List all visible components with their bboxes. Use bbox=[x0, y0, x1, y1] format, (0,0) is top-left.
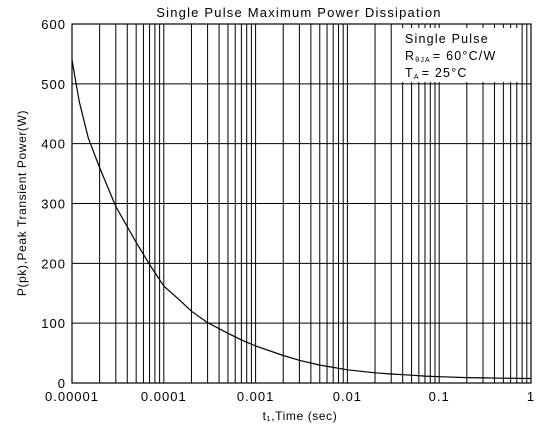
y-tick-label: 0 bbox=[58, 376, 66, 391]
annotation-line-2: RθJA = 60°C/W bbox=[405, 49, 496, 64]
series-line bbox=[71, 59, 532, 380]
x-tick-label: 0.00001 bbox=[45, 389, 99, 404]
x-axis-label: t₁,Time (sec) bbox=[263, 409, 338, 423]
annotation-line-3: TA = 25°C bbox=[405, 66, 468, 81]
series-group bbox=[71, 59, 532, 380]
chart-title: Single Pulse Maximum Power Dissipation bbox=[156, 5, 441, 20]
plot-frame bbox=[71, 23, 532, 384]
x-tick-labels: 0.00001 0.0001 0.001 0.01 0.1 1 bbox=[45, 389, 535, 404]
plot-border bbox=[71, 23, 532, 384]
y-tick-label: 600 bbox=[41, 17, 66, 32]
y-tick-label: 500 bbox=[41, 77, 66, 92]
annotation-line-1: Single Pulse bbox=[405, 32, 489, 46]
y-tick-label: 400 bbox=[41, 137, 66, 152]
x-tick-label: 0.0001 bbox=[141, 389, 187, 404]
y-tick-label: 100 bbox=[41, 316, 66, 331]
grid bbox=[71, 23, 531, 384]
x-tick-label: 0.01 bbox=[333, 389, 362, 404]
y-axis-label: P(pk),Peak Transient Power(W) bbox=[15, 110, 29, 296]
x-tick-label: 0.1 bbox=[429, 389, 450, 404]
y-tick-label: 300 bbox=[41, 197, 66, 212]
x-tick-label: 0.001 bbox=[237, 389, 275, 404]
y-tick-labels: 0 100 200 300 400 500 600 bbox=[41, 17, 66, 391]
x-tick-label: 1 bbox=[527, 389, 535, 404]
annotation-box: Single Pulse RθJA = 60°C/W TA = 25°C bbox=[401, 28, 520, 82]
y-tick-label: 200 bbox=[41, 256, 66, 271]
